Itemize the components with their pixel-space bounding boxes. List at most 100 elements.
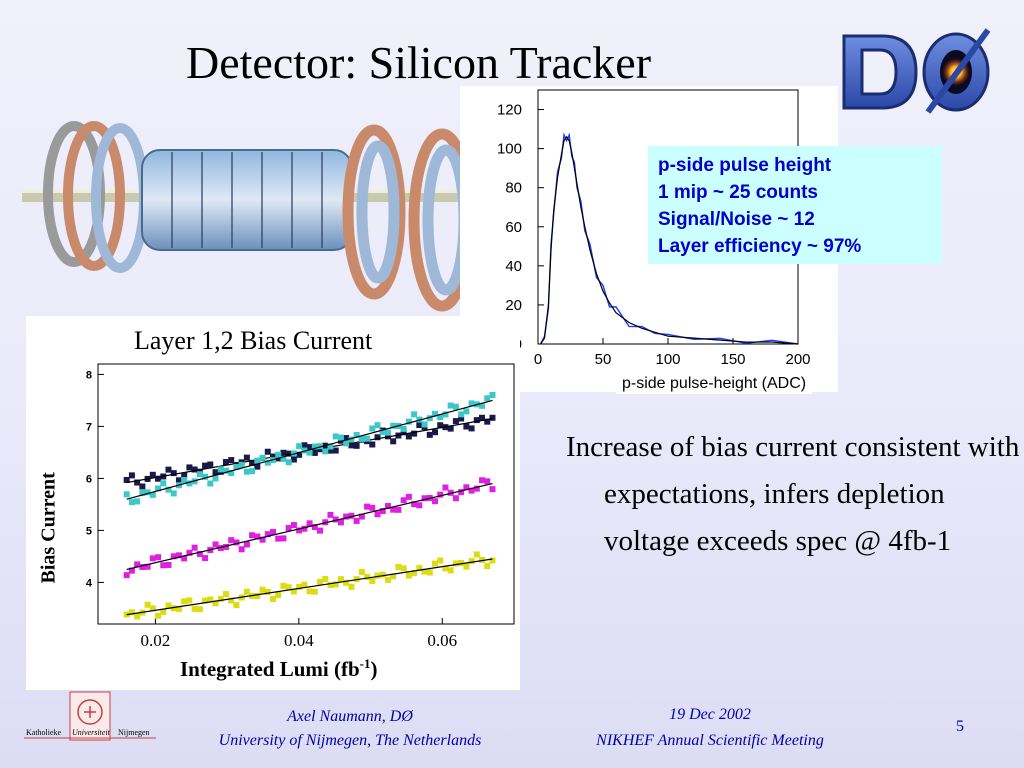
bias-data-point	[243, 541, 250, 548]
bias-data-point	[442, 565, 449, 572]
bias-data-point	[144, 489, 151, 496]
bias-data-point	[285, 459, 292, 466]
bias-data-point	[264, 531, 271, 538]
bias-data-point	[447, 567, 454, 574]
bias-data-point	[322, 448, 329, 455]
bias-data-point	[432, 498, 439, 505]
bias-data-point	[155, 475, 162, 482]
histogram-y-tick-label: 60	[505, 219, 522, 236]
bias-data-point	[343, 435, 350, 442]
bias-data-point	[432, 410, 439, 417]
bias-data-point	[275, 535, 282, 542]
histogram-y-tick-label: 40	[505, 258, 522, 275]
bias-data-point	[134, 613, 141, 620]
bias-data-point	[149, 491, 156, 498]
bias-data-point	[243, 588, 250, 595]
bias-data-point	[452, 418, 459, 425]
bias-data-point	[181, 598, 188, 605]
univ-logo-text-middle: Universiteit	[72, 728, 111, 737]
bias-data-point	[379, 429, 386, 436]
bias-fit-line	[126, 558, 493, 616]
bias-chart-y-axis-label: Bias Current	[37, 472, 60, 584]
histogram-y-tick-label: 80	[505, 180, 522, 197]
bias-data-point	[285, 525, 292, 532]
bias-data-point	[170, 605, 177, 612]
bias-data-point	[479, 477, 486, 484]
bias-data-point	[369, 577, 376, 584]
bias-data-point	[437, 414, 444, 421]
histogram-plot: 050100150200020406080100120	[497, 89, 811, 368]
bias-data-point	[369, 441, 376, 448]
bias-data-point	[364, 435, 371, 442]
bias-data-point	[421, 568, 428, 575]
bias-data-point	[468, 487, 475, 494]
histogram-y-tick-label: 20	[505, 297, 522, 314]
bias-data-point	[332, 516, 339, 523]
bias-data-point	[327, 443, 334, 450]
bias-data-point	[311, 449, 318, 456]
bias-data-point	[416, 502, 423, 509]
bias-data-point	[458, 489, 465, 496]
bias-data-point	[160, 562, 167, 569]
bias-data-point	[463, 563, 470, 570]
bias-data-point	[259, 454, 266, 461]
bias-data-point	[196, 606, 203, 613]
bias-data-point	[489, 486, 496, 493]
bias-y-tick-label: 8	[86, 369, 92, 381]
bias-data-point	[296, 583, 303, 590]
bias-data-point	[264, 588, 271, 595]
bias-data-point	[144, 563, 151, 570]
bias-data-point	[301, 581, 308, 588]
bias-data-point	[123, 476, 130, 483]
bias-data-point	[202, 473, 209, 480]
bias-data-point	[280, 455, 287, 462]
bias-data-point	[149, 555, 156, 562]
bias-data-point	[458, 415, 465, 422]
bias-data-point	[139, 564, 146, 571]
bias-data-point	[228, 457, 235, 464]
bias-data-point	[432, 429, 439, 436]
bias-data-point	[160, 608, 167, 615]
bias-data-point	[181, 555, 188, 562]
bias-data-point	[175, 477, 182, 484]
bias-data-point	[384, 576, 391, 583]
university-logo: Katholieke Universiteit Nijmegen	[24, 691, 156, 741]
bias-data-point	[364, 503, 371, 510]
bias-data-point	[416, 422, 423, 429]
histogram-x-tick-label: 0	[534, 351, 542, 368]
bias-data-point	[343, 513, 350, 520]
bias-data-point	[222, 459, 229, 466]
bias-data-point	[243, 454, 250, 461]
bias-data-point	[332, 447, 339, 454]
bias-data-point	[175, 605, 182, 612]
bias-data-point	[426, 415, 433, 422]
bias-data-point	[395, 506, 402, 513]
bias-data-point	[390, 422, 397, 429]
bias-data-point	[458, 559, 465, 566]
bias-y-tick-label: 7	[86, 421, 92, 433]
bias-data-point	[384, 429, 391, 436]
bias-data-point	[254, 457, 261, 464]
bias-data-point	[228, 537, 235, 544]
bias-data-point	[264, 459, 271, 466]
bias-data-point	[447, 425, 454, 432]
bias-data-point	[259, 586, 266, 593]
bias-data-point	[405, 433, 412, 440]
bias-data-point	[228, 597, 235, 604]
bias-data-point	[416, 565, 423, 572]
bias-data-point	[202, 555, 209, 562]
bias-data-point	[463, 423, 470, 430]
bias-data-point	[332, 433, 339, 440]
bias-data-point	[479, 402, 486, 409]
bias-data-point	[254, 533, 261, 540]
bias-data-point	[390, 438, 397, 445]
bias-data-point	[395, 563, 402, 570]
bias-data-point	[426, 431, 433, 438]
histogram-x-tick-label: 100	[655, 351, 680, 368]
bias-data-point	[348, 512, 355, 519]
bias-data-point	[337, 576, 344, 583]
bias-data-point	[170, 490, 177, 497]
bias-data-point	[249, 532, 256, 539]
bias-data-point	[337, 437, 344, 444]
bias-data-point	[149, 471, 156, 478]
